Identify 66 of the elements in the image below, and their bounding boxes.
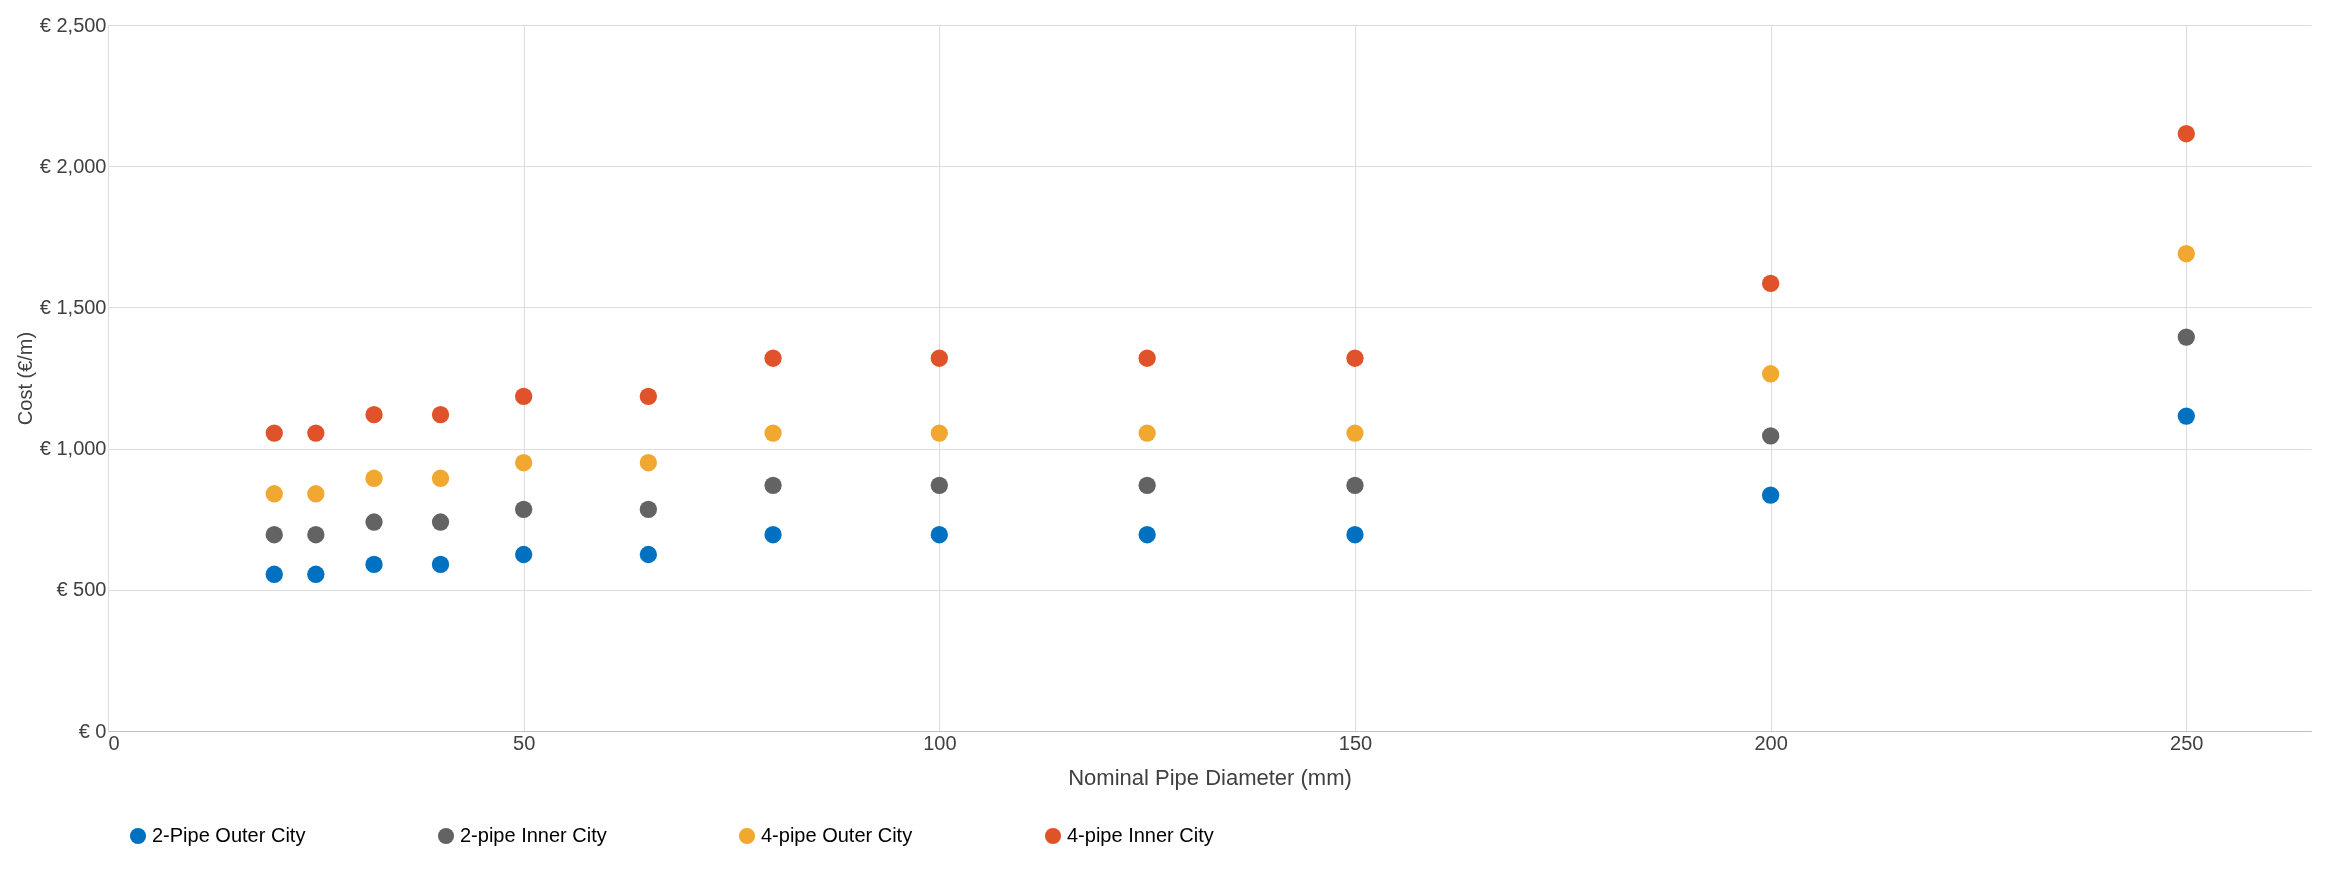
point xyxy=(365,555,383,574)
legend-label: 2-pipe Inner City xyxy=(460,824,607,846)
legend-label: 2-Pipe Outer City xyxy=(152,824,306,846)
point xyxy=(1346,476,1364,494)
x-tick-label: 50 xyxy=(513,731,536,754)
point xyxy=(1346,349,1364,367)
point xyxy=(764,526,782,544)
point xyxy=(515,387,533,405)
point xyxy=(930,526,948,544)
point xyxy=(2177,407,2195,425)
point xyxy=(2177,125,2195,143)
point xyxy=(930,424,948,442)
y-tick-label: € 500 xyxy=(56,578,107,601)
legend-label: 4-pipe Inner City xyxy=(1067,824,1214,846)
point xyxy=(431,555,450,574)
x-tick-label: 150 xyxy=(1338,731,1373,754)
point xyxy=(431,469,450,487)
x-axis-title: Nominal Pipe Diameter (mm) xyxy=(1068,764,1352,790)
point xyxy=(1761,274,1780,293)
point xyxy=(764,424,782,442)
y-tick-label: € 2,000 xyxy=(39,154,107,177)
point xyxy=(515,454,533,472)
point xyxy=(1138,476,1156,494)
point xyxy=(1346,424,1364,442)
point xyxy=(764,349,782,367)
point xyxy=(639,387,658,405)
point xyxy=(515,545,533,564)
point xyxy=(2177,245,2195,263)
point xyxy=(265,485,283,503)
point xyxy=(365,469,383,487)
point xyxy=(431,406,450,424)
point xyxy=(307,485,325,503)
y-tick-label: € 2,500 xyxy=(39,13,107,36)
point xyxy=(265,526,283,544)
point xyxy=(365,513,383,531)
point xyxy=(307,424,325,442)
point xyxy=(1138,526,1156,544)
point xyxy=(265,424,283,442)
y-axis-title: Cost (€/m) xyxy=(13,331,36,426)
point xyxy=(639,500,658,518)
point xyxy=(639,545,658,564)
point xyxy=(1761,486,1780,504)
point xyxy=(1138,349,1156,367)
point xyxy=(515,500,533,518)
x-tick-label: 250 xyxy=(2170,731,2204,754)
x-tick-label: 0 xyxy=(108,731,120,754)
point xyxy=(307,526,325,544)
point xyxy=(307,565,325,583)
x-tick-label: 200 xyxy=(1754,731,1788,754)
point xyxy=(764,476,782,494)
y-tick-label: € 0 xyxy=(78,719,107,742)
point xyxy=(365,406,383,424)
point xyxy=(265,565,283,583)
point xyxy=(1761,427,1780,445)
point xyxy=(1346,526,1364,544)
y-tick-label: € 1,500 xyxy=(39,295,107,318)
point xyxy=(639,454,658,472)
point xyxy=(930,476,948,494)
point xyxy=(1138,424,1156,442)
legend-label: 4-pipe Outer City xyxy=(761,824,913,846)
point xyxy=(930,349,948,367)
y-tick-label: € 1,000 xyxy=(39,437,107,460)
point xyxy=(2177,328,2195,346)
point xyxy=(431,513,450,531)
x-tick-label: 100 xyxy=(923,731,957,754)
point xyxy=(1761,365,1780,383)
